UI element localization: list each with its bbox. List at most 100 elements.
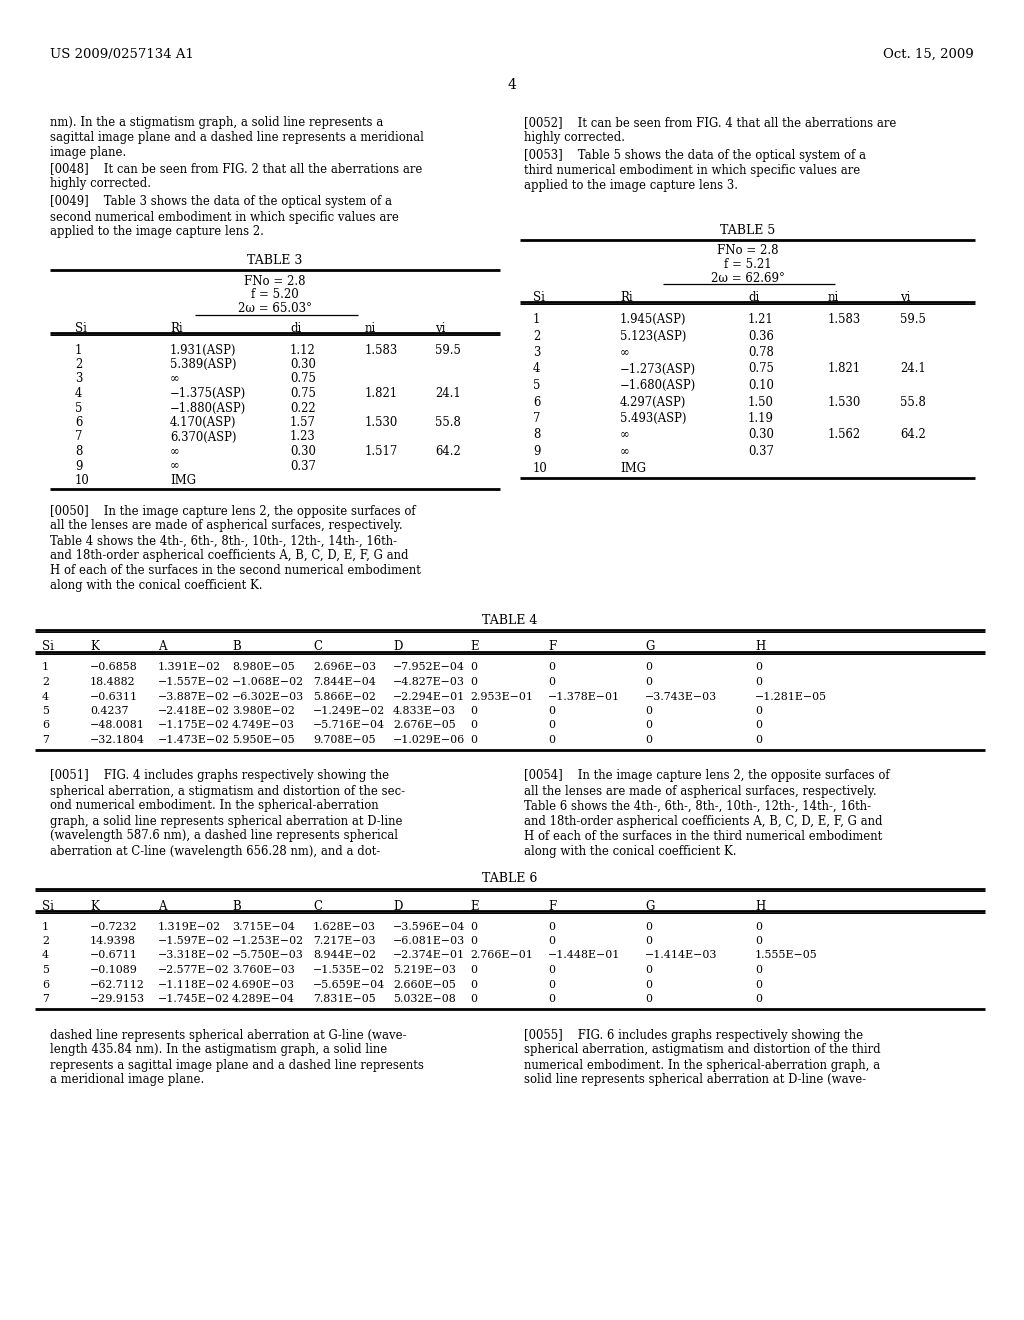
Text: 4.289E−04: 4.289E−04 bbox=[232, 994, 295, 1005]
Text: 1.391E−02: 1.391E−02 bbox=[158, 663, 221, 672]
Text: ∞: ∞ bbox=[620, 346, 630, 359]
Text: 1.50: 1.50 bbox=[748, 396, 774, 408]
Text: 0: 0 bbox=[755, 965, 762, 975]
Text: 0: 0 bbox=[645, 994, 652, 1005]
Text: 4.297(ASP): 4.297(ASP) bbox=[620, 396, 686, 408]
Text: 2.676E−05: 2.676E−05 bbox=[393, 721, 456, 730]
Text: −5.659E−04: −5.659E−04 bbox=[313, 979, 385, 990]
Text: 55.8: 55.8 bbox=[435, 416, 461, 429]
Text: 6: 6 bbox=[75, 416, 82, 429]
Text: −1.597E−02: −1.597E−02 bbox=[158, 936, 230, 946]
Text: 7: 7 bbox=[42, 994, 49, 1005]
Text: 2: 2 bbox=[75, 358, 82, 371]
Text: −2.577E−02: −2.577E−02 bbox=[158, 965, 229, 975]
Text: −1.175E−02: −1.175E−02 bbox=[158, 721, 230, 730]
Text: 9.708E−05: 9.708E−05 bbox=[313, 735, 376, 744]
Text: 4.170(ASP): 4.170(ASP) bbox=[170, 416, 237, 429]
Text: [0050]    In the image capture lens 2, the opposite surfaces of
all the lenses a: [0050] In the image capture lens 2, the … bbox=[50, 504, 421, 593]
Text: 5: 5 bbox=[42, 965, 49, 975]
Text: 14.9398: 14.9398 bbox=[90, 936, 136, 946]
Text: 7.831E−05: 7.831E−05 bbox=[313, 994, 376, 1005]
Text: 6: 6 bbox=[42, 979, 49, 990]
Text: 4: 4 bbox=[42, 692, 49, 701]
Text: 0: 0 bbox=[470, 706, 477, 715]
Text: Si: Si bbox=[42, 899, 54, 912]
Text: 0: 0 bbox=[548, 721, 555, 730]
Text: 18.4882: 18.4882 bbox=[90, 677, 135, 686]
Text: 10: 10 bbox=[534, 462, 548, 474]
Text: D: D bbox=[393, 899, 402, 912]
Text: −2.374E−01: −2.374E−01 bbox=[393, 950, 465, 961]
Text: 0: 0 bbox=[645, 735, 652, 744]
Text: 0: 0 bbox=[645, 979, 652, 990]
Text: 4: 4 bbox=[534, 363, 541, 375]
Text: 0: 0 bbox=[548, 936, 555, 946]
Text: −6.302E−03: −6.302E−03 bbox=[232, 692, 304, 701]
Text: 4.833E−03: 4.833E−03 bbox=[393, 706, 456, 715]
Text: 0.75: 0.75 bbox=[290, 387, 315, 400]
Text: −0.6311: −0.6311 bbox=[90, 692, 138, 701]
Text: 1.12: 1.12 bbox=[290, 343, 315, 356]
Text: −3.887E−02: −3.887E−02 bbox=[158, 692, 229, 701]
Text: US 2009/0257134 A1: US 2009/0257134 A1 bbox=[50, 48, 194, 61]
Text: −48.0081: −48.0081 bbox=[90, 721, 144, 730]
Text: A: A bbox=[158, 899, 167, 912]
Text: 1.821: 1.821 bbox=[365, 387, 398, 400]
Text: −1.253E−02: −1.253E−02 bbox=[232, 936, 304, 946]
Text: 0.30: 0.30 bbox=[290, 445, 315, 458]
Text: Ri: Ri bbox=[620, 290, 633, 304]
Text: 1.583: 1.583 bbox=[365, 343, 398, 356]
Text: 5: 5 bbox=[75, 401, 82, 414]
Text: 1.57: 1.57 bbox=[290, 416, 315, 429]
Text: 9: 9 bbox=[534, 445, 541, 458]
Text: −3.596E−04: −3.596E−04 bbox=[393, 921, 465, 932]
Text: 7.844E−04: 7.844E−04 bbox=[313, 677, 376, 686]
Text: 0: 0 bbox=[645, 677, 652, 686]
Text: −1.249E−02: −1.249E−02 bbox=[313, 706, 385, 715]
Text: 0: 0 bbox=[645, 921, 652, 932]
Text: −0.1089: −0.1089 bbox=[90, 965, 138, 975]
Text: 6.370(ASP): 6.370(ASP) bbox=[170, 430, 237, 444]
Text: vi: vi bbox=[900, 290, 910, 304]
Text: 1: 1 bbox=[75, 343, 82, 356]
Text: −29.9153: −29.9153 bbox=[90, 994, 145, 1005]
Text: 0: 0 bbox=[645, 721, 652, 730]
Text: −4.827E−03: −4.827E−03 bbox=[393, 677, 465, 686]
Text: [0052]    It can be seen from FIG. 4 that all the aberrations are
highly correct: [0052] It can be seen from FIG. 4 that a… bbox=[524, 116, 896, 144]
Text: 0: 0 bbox=[755, 706, 762, 715]
Text: 24.1: 24.1 bbox=[435, 387, 461, 400]
Text: 10: 10 bbox=[75, 474, 90, 487]
Text: 55.8: 55.8 bbox=[900, 396, 926, 408]
Text: 0.30: 0.30 bbox=[290, 358, 315, 371]
Text: 0.78: 0.78 bbox=[748, 346, 774, 359]
Text: 3.715E−04: 3.715E−04 bbox=[232, 921, 295, 932]
Text: 0: 0 bbox=[470, 965, 477, 975]
Text: 0: 0 bbox=[470, 663, 477, 672]
Text: vi: vi bbox=[435, 322, 445, 334]
Text: [0051]    FIG. 4 includes graphs respectively showing the
spherical aberration, : [0051] FIG. 4 includes graphs respective… bbox=[50, 770, 406, 858]
Text: 9: 9 bbox=[75, 459, 82, 473]
Text: E: E bbox=[470, 640, 478, 653]
Text: −1.029E−06: −1.029E−06 bbox=[393, 735, 465, 744]
Text: E: E bbox=[470, 899, 478, 912]
Text: −5.750E−03: −5.750E−03 bbox=[232, 950, 304, 961]
Text: 0: 0 bbox=[548, 965, 555, 975]
Text: 0: 0 bbox=[755, 936, 762, 946]
Text: 0: 0 bbox=[470, 677, 477, 686]
Text: −1.378E−01: −1.378E−01 bbox=[548, 692, 621, 701]
Text: −0.6858: −0.6858 bbox=[90, 663, 138, 672]
Text: −0.7232: −0.7232 bbox=[90, 921, 137, 932]
Text: Si: Si bbox=[75, 322, 87, 334]
Text: ∞: ∞ bbox=[170, 372, 179, 385]
Text: B: B bbox=[232, 899, 241, 912]
Text: 0.75: 0.75 bbox=[290, 372, 315, 385]
Text: 0: 0 bbox=[548, 735, 555, 744]
Text: IMG: IMG bbox=[170, 474, 196, 487]
Text: 1.821: 1.821 bbox=[828, 363, 861, 375]
Text: 1.530: 1.530 bbox=[828, 396, 861, 408]
Text: 1.555E−05: 1.555E−05 bbox=[755, 950, 818, 961]
Text: 7.217E−03: 7.217E−03 bbox=[313, 936, 376, 946]
Text: 4: 4 bbox=[508, 78, 516, 92]
Text: 0.75: 0.75 bbox=[748, 363, 774, 375]
Text: −32.1804: −32.1804 bbox=[90, 735, 145, 744]
